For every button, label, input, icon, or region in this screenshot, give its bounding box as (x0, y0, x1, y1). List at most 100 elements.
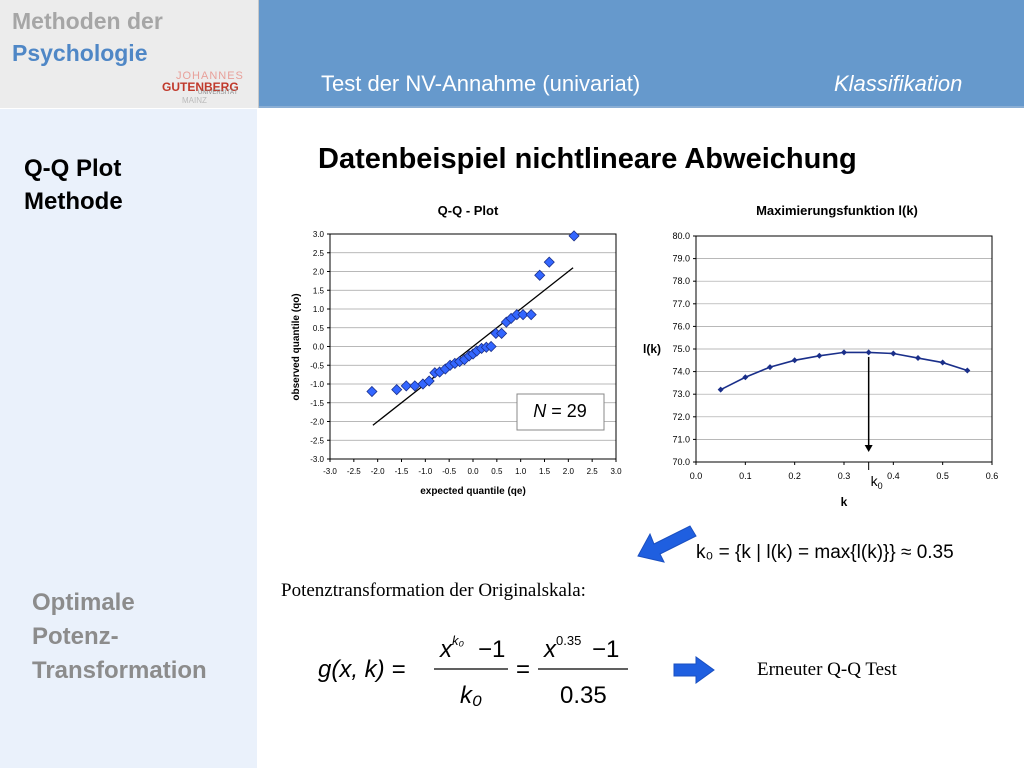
qq-x-tick-label: -0.5 (442, 467, 456, 476)
university-logo-top: JOHANNES (176, 70, 244, 82)
formula-equals: = (516, 656, 530, 683)
qq-x-ticks: -3.0 -2.5 -2.0 -1.5 -1.0 -0.5 0.0 0.5 1.0 1.5 2.0 2… (323, 459, 622, 476)
lk-y-tick-label: 73.0 (672, 389, 690, 399)
qq-point (400, 380, 412, 392)
qq-point (391, 384, 403, 396)
formula-num2-exp: 0.35 (556, 633, 581, 648)
retest-label: Erneuter Q-Q Test (757, 659, 897, 680)
lk-y-tick-label: 71.0 (672, 434, 690, 444)
qq-point (517, 309, 529, 321)
qq-y-axis-label: observed quantile (qo) (291, 293, 302, 400)
header-bar (259, 0, 1024, 108)
qq-x-tick-label: 1.5 (539, 467, 551, 476)
lk-point (964, 367, 971, 374)
qq-y-tick-label: 0.0 (313, 343, 325, 352)
lk-y-tick-label: 79.0 (672, 254, 690, 264)
k0-formula-text: k₀ = {k | l(k) = max{l(k)}} ≈ 0.35 (696, 542, 954, 563)
k0-annotation: k0 (864, 356, 883, 491)
course-title-line1: Methoden der (12, 8, 163, 34)
formula-num2-base: x (543, 636, 557, 663)
formula-den2: 0.35 (560, 682, 607, 709)
lk-point (865, 349, 872, 356)
formula-num2-minus: −1 (592, 636, 619, 663)
lk-x-tick-label: 0.4 (887, 471, 900, 481)
sidebar-section-qq-line1: Q-Q Plot (24, 155, 122, 182)
qq-x-tick-label: -1.5 (395, 467, 409, 476)
sidebar-section-trans-line2: Potenz- (32, 623, 119, 650)
lk-y-axis-label: l(k) (643, 342, 661, 356)
right-arrow-icon (673, 656, 715, 684)
lk-y-ticks: 80.0 79.0 78.0 77.0 76.0 75.0 74.0 73.0 72.0 71.0… (672, 231, 696, 467)
lk-point (841, 349, 847, 356)
k0-label-base: k (871, 473, 879, 489)
qq-x-tick-label: -2.5 (347, 467, 361, 476)
lk-point (742, 374, 749, 381)
qq-x-tick-label: 2.5 (587, 467, 599, 476)
qq-point (543, 256, 555, 268)
lk-y-tick-label: 80.0 (672, 231, 690, 241)
sidebar-section-qq-line2: Methode (24, 188, 123, 215)
formula-num1-minus: −1 (478, 636, 505, 663)
lk-x-tick-label: 0.0 (690, 471, 703, 481)
sample-size-value: = 29 (551, 401, 587, 421)
qq-point (485, 340, 497, 353)
qq-points (366, 230, 580, 398)
lk-point (816, 352, 823, 359)
qq-x-tick-label: 1.0 (515, 467, 527, 476)
k0-formula: k₀ = {k | l(k) = max{l(k)}} ≈ 0.35 (696, 542, 954, 563)
qq-x-tick-label: -2.0 (371, 467, 385, 476)
qq-y-tick-label: 2.0 (313, 268, 325, 277)
lk-point (939, 359, 946, 366)
lk-series (717, 349, 971, 393)
sample-size-label: N = 29 (533, 401, 587, 421)
formula-den1: k₀ (460, 682, 482, 709)
qq-x-tick-label: 3.0 (610, 467, 622, 476)
lk-x-tick-label: 0.2 (788, 471, 801, 481)
qq-y-tick-label: 2.5 (313, 249, 325, 258)
power-transformation-label: Potenztransformation der Originalskala: (281, 580, 586, 601)
qq-x-axis-label: expected quantile (qe) (420, 486, 526, 497)
qq-y-tick-label: -3.0 (310, 455, 324, 464)
likelihood-chart: Maximierungsfunktion l(k) 80.0 79.0 78.0 77… (643, 203, 998, 509)
qq-x-tick-label: 0.0 (467, 467, 479, 476)
sample-size-box (516, 393, 605, 431)
qq-point (525, 309, 537, 321)
university-logo-sub: UNIVERSITÄT (198, 90, 238, 96)
lk-x-tick-label: 0.5 (936, 471, 949, 481)
formula-num1-base: x (439, 636, 453, 663)
lk-y-tick-label: 70.0 (672, 457, 690, 467)
k0-label-sub: 0 (878, 481, 883, 491)
qq-x-tick-label: -3.0 (323, 467, 337, 476)
qq-point (366, 385, 378, 398)
lk-point (717, 386, 724, 393)
lk-series-line (720, 351, 968, 391)
qq-x-tick-label: 0.5 (491, 467, 503, 476)
slide-header-title: Test der NV-Annahme (univariat) (321, 71, 641, 96)
lk-y-tick-label: 78.0 (672, 276, 690, 286)
qq-y-tick-label: -1.5 (310, 399, 324, 408)
lk-x-ticks: 0.0 0.1 0.2 0.3 0.4 0.5 0.6 (690, 462, 998, 481)
qq-x-tick-label: -1.0 (418, 467, 432, 476)
sidebar-section-trans-line3: Transformation (32, 657, 207, 684)
lk-x-tick-label: 0.3 (838, 471, 851, 481)
slide-header-section: Klassifikation (834, 71, 963, 96)
qq-plot-chart: Q-Q - Plot 3.0 2.5 2.0 1.5 1.0 0.5 0.0 -0.5 -1.0… (291, 203, 622, 497)
qq-y-tick-label: -2.0 (310, 418, 324, 427)
qq-y-tick-label: 3.0 (313, 230, 325, 239)
qq-y-tick-label: -2.5 (310, 436, 324, 445)
lk-point (915, 355, 921, 362)
course-title-line2: Psychologie (12, 40, 148, 66)
lk-y-tick-label: 74.0 (672, 367, 690, 377)
transformation-formula: g(x, k) = x k₀ −1 k₀ = x 0.35 −1 0.35 (318, 633, 628, 709)
qq-reference-line-group (372, 267, 574, 426)
sidebar (0, 109, 257, 768)
qq-point (568, 230, 580, 242)
k0-label: k0 (871, 473, 883, 491)
lk-point (767, 364, 773, 371)
lk-y-tick-label: 76.0 (672, 321, 690, 331)
university-logo-city: MAINZ (182, 96, 207, 105)
sidebar-section-qq-plot: Q-Q Plot Methode (24, 152, 123, 218)
lk-point (791, 357, 798, 364)
qq-chart-title: Q-Q - Plot (438, 203, 499, 218)
lk-y-tick-label: 75.0 (672, 344, 690, 354)
